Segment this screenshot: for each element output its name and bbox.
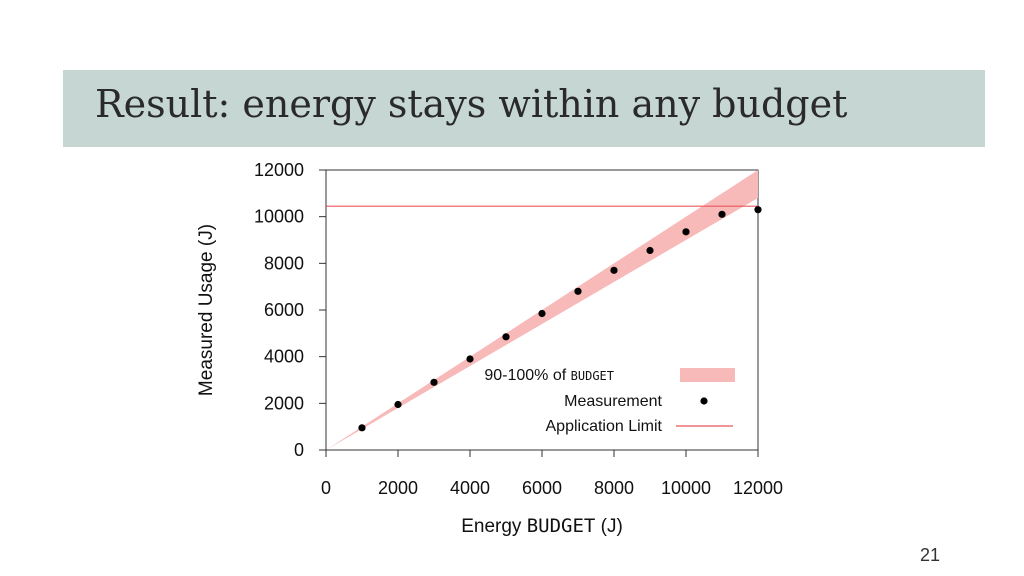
y-tick-label: 4000: [264, 347, 304, 367]
page-number: 21: [920, 545, 940, 566]
x-tick-label: 12000: [733, 478, 783, 498]
measurement-point: [466, 355, 473, 362]
x-axis-label-unit: (J): [601, 516, 623, 537]
measurement-point: [718, 211, 725, 218]
legend-band-label: 90-100% of BUDGET: [484, 367, 614, 384]
y-tick-label: 10000: [254, 207, 304, 227]
legend-measurement-marker: [700, 397, 707, 404]
chart-legend: 90-100% of BUDGET Measurement Applicatio…: [484, 367, 735, 435]
measurement-point: [394, 401, 401, 408]
title-band: Result: energy stays within any budget: [63, 70, 985, 147]
legend-band-prefix: 90-100% of: [484, 367, 566, 384]
measurement-point: [646, 247, 653, 254]
slide-title: Result: energy stays within any budget: [95, 82, 847, 126]
measurement-point: [682, 228, 689, 235]
y-tick-label: 0: [294, 440, 304, 460]
energy-budget-chart: 0 2000 4000 6000 8000 10000 12000 0 2000 4000 600…: [180, 150, 800, 550]
measurement-point: [754, 206, 761, 213]
x-axis-label-main: Energy: [461, 516, 522, 537]
x-tick-label: 0: [321, 478, 331, 498]
x-tick-label: 6000: [522, 478, 562, 498]
x-axis-label: Energy BUDGET (J): [461, 515, 623, 537]
y-axis-label: Measured Usage (J): [196, 224, 217, 396]
legend-limit-label: Application Limit: [546, 418, 663, 435]
y-tick-label: 2000: [264, 393, 304, 413]
measurement-point: [610, 267, 617, 274]
x-tick-label: 8000: [594, 478, 634, 498]
measurement-point: [574, 288, 581, 295]
legend-measurement-label: Measurement: [564, 393, 662, 410]
measurement-point: [358, 424, 365, 431]
measurement-point: [430, 379, 437, 386]
y-tick-label: 8000: [264, 253, 304, 273]
y-tick-label: 12000: [254, 160, 304, 180]
x-axis-label-tag: BUDGET: [527, 515, 596, 537]
x-tick-label: 4000: [450, 478, 490, 498]
x-tick-label: 10000: [661, 478, 711, 498]
y-tick-label: 6000: [264, 300, 304, 320]
measurement-point: [538, 310, 545, 317]
legend-band-swatch: [680, 368, 735, 382]
measurement-point: [502, 333, 509, 340]
x-tick-label: 2000: [378, 478, 418, 498]
legend-band-tag: BUDGET: [571, 369, 614, 383]
